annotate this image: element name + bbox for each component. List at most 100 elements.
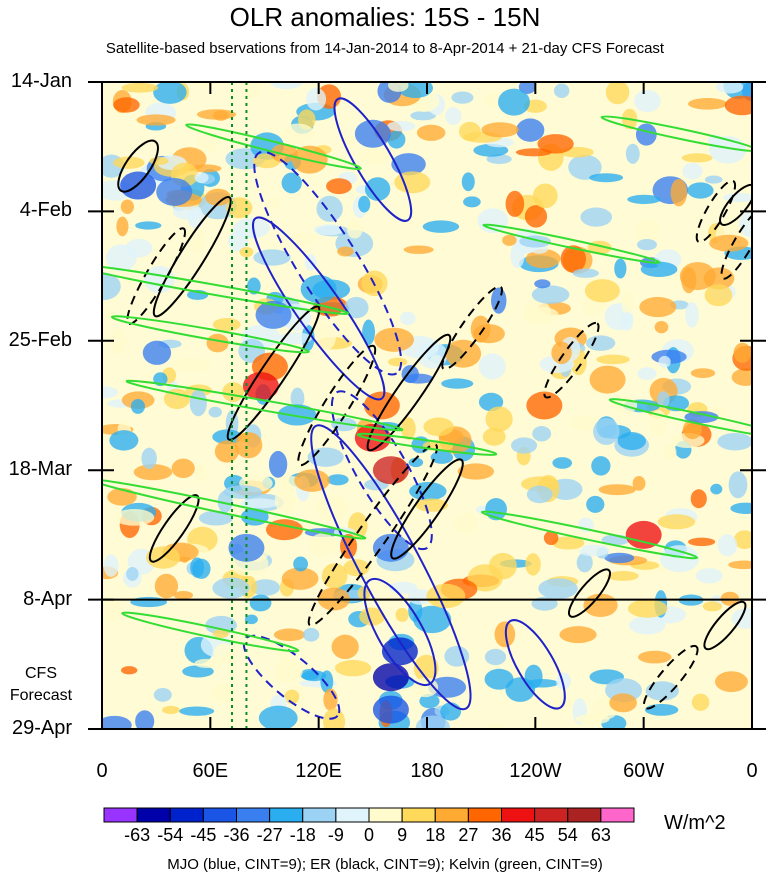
olr-anomaly-patch [193, 464, 207, 483]
olr-anomaly-patch [551, 341, 572, 365]
olr-anomaly-patch [372, 533, 409, 562]
olr-anomaly-patch [709, 234, 749, 252]
x-tick-label: 0 [746, 760, 758, 782]
olr-anomaly-patch [316, 494, 350, 521]
olr-anomaly-patch [194, 172, 209, 184]
olr-anomaly-patch [685, 302, 699, 328]
kelvin-contour [608, 398, 752, 439]
olr-anomaly-patch [484, 668, 514, 690]
olr-anomaly-patch [617, 432, 647, 451]
olr-anomaly-patch [210, 684, 236, 703]
olr-anomaly-patch [240, 498, 279, 509]
olr-anomaly-patch [690, 489, 707, 509]
olr-anomaly-patch [136, 114, 176, 126]
olr-anomaly-patch [415, 715, 451, 729]
olr-anomaly-patch [478, 392, 504, 412]
olr-anomaly-patch [733, 342, 752, 364]
olr-anomaly-patch [415, 498, 449, 512]
y-tick-label: 18-Mar [8, 458, 72, 481]
olr-anomaly-patch [681, 153, 713, 163]
olr-anomaly-patch [308, 533, 337, 558]
olr-anomaly-patch [135, 221, 162, 230]
olr-anomaly-patch [281, 172, 302, 194]
olr-anomaly-patch [171, 458, 195, 479]
olr-anomaly-patch [281, 567, 319, 590]
olr-anomaly-patch [505, 677, 536, 702]
olr-anomaly-patch [337, 246, 354, 257]
olr-anomaly-patch [551, 536, 585, 550]
colorbar-swatch [202, 807, 237, 823]
olr-anomaly-patch [440, 702, 462, 721]
olr-anomaly-patch [126, 567, 139, 581]
olr-anomaly-patch [659, 545, 700, 573]
chart-title: OLR anomalies: 15S - 15N [229, 2, 541, 32]
olr-anomaly-patch [110, 328, 127, 355]
olr-anomaly-patch [461, 172, 475, 192]
olr-anomaly-patch [372, 695, 409, 724]
olr-anomaly-patch [445, 107, 462, 125]
chart-subtitle: Satellite-based bservations from 14-Jan-… [105, 40, 665, 57]
colorbar-swatch [335, 807, 370, 823]
olr-anomaly-patch [403, 245, 434, 254]
olr-anomaly-patch [578, 544, 610, 557]
mjo-contour [504, 619, 566, 710]
olr-anomaly-patch [730, 502, 752, 514]
olr-anomaly-patch [141, 447, 157, 470]
olr-anomaly-patch [537, 134, 574, 154]
olr-anomaly-patch [102, 597, 123, 623]
er-contour [126, 227, 186, 325]
olr-anomaly-patch [419, 693, 440, 709]
er-contour [720, 207, 752, 280]
er-contour [148, 494, 200, 563]
er-contour [703, 600, 747, 651]
y-tick-label: 4-Feb [19, 199, 72, 222]
olr-anomaly-patch [331, 634, 359, 660]
olr-anomaly-patch [354, 119, 391, 148]
olr-anomaly-patch [704, 284, 733, 307]
olr-anomaly-patch [395, 607, 409, 622]
olr-anomaly-patch [589, 173, 624, 183]
colorbar-swatch [136, 807, 171, 823]
olr-anomaly-patch [589, 365, 626, 394]
olr-anomaly-patch [213, 643, 235, 665]
olr-anomaly-patch [103, 554, 119, 577]
olr-anomaly-patch [423, 417, 454, 437]
olr-anomaly-patch [223, 485, 263, 499]
olr-anomaly-patch [649, 410, 668, 437]
olr-anomaly-patch [364, 177, 391, 201]
colorbar-swatch [236, 807, 271, 823]
olr-anomaly-patch [201, 82, 217, 91]
olr-anomaly-patch [524, 205, 548, 228]
olr-anomaly-patch [120, 666, 138, 675]
olr-anomaly-patch [387, 130, 406, 149]
olr-anomaly-patch [441, 378, 474, 389]
olr-anomaly-patch [491, 287, 507, 314]
er-contour [117, 139, 159, 193]
olr-anomaly-patch [274, 658, 303, 683]
olr-anomaly-patch [543, 530, 559, 546]
olr-anomaly-patch [724, 95, 752, 116]
olr-anomaly-patch [538, 578, 578, 600]
olr-anomaly-patch [682, 162, 703, 180]
colorbar-tick-label: -18 [289, 825, 316, 845]
olr-anomaly-patch [142, 340, 172, 365]
colorbar-swatch [169, 807, 204, 823]
colorbar-tick-label: -63 [124, 825, 151, 845]
olr-anomaly-patch [190, 557, 205, 578]
olr-anomaly-patch [482, 427, 506, 446]
olr-anomaly-patch [532, 183, 558, 209]
olr-anomaly-patch [359, 607, 385, 626]
olr-anomaly-patch [273, 628, 306, 642]
olr-anomaly-patch [196, 134, 218, 153]
colorbar-tick-label: 9 [397, 825, 408, 845]
forecast-label-line2: Forecast [9, 687, 73, 704]
olr-anomaly-patch [212, 110, 229, 121]
olr-anomaly-patch [717, 432, 752, 451]
colorbar-tick-label: -9 [327, 825, 344, 845]
olr-anomaly-patch [688, 537, 716, 547]
olr-anomaly-patch [716, 82, 744, 94]
olr-anomaly-patch [637, 367, 657, 380]
olr-anomaly-patch [354, 423, 391, 452]
olr-anomaly-patch [520, 476, 560, 492]
olr-anomaly-patch [654, 320, 669, 334]
